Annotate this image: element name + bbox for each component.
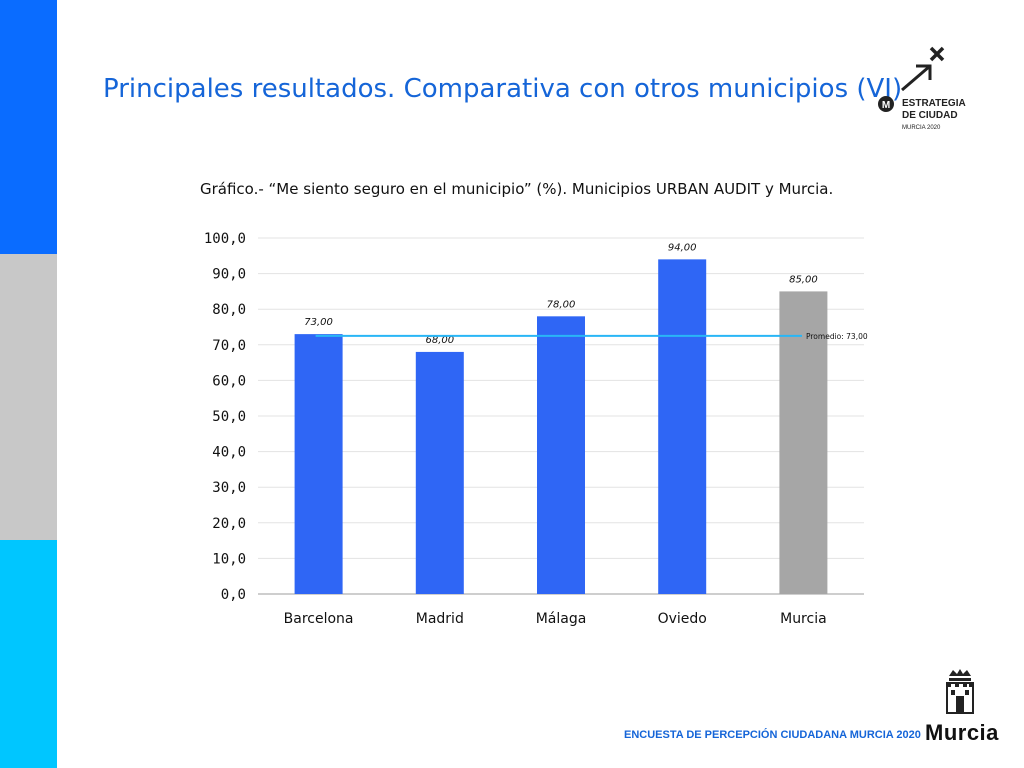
- arrow-logo-icon: M: [878, 46, 945, 112]
- x-tick-label: Oviedo: [658, 611, 707, 627]
- castle-crest-icon: [946, 669, 974, 714]
- logo-line-3: MURCIA 2020: [902, 125, 941, 131]
- value-labels: 73,00 68,00 78,00 94,00 85,00: [304, 242, 817, 346]
- x-axis-labels: Barcelona Madrid Málaga Oviedo Murcia: [284, 611, 827, 627]
- y-tick-label: 60,0: [212, 373, 246, 389]
- average-label: Promedio: 73,00: [806, 332, 868, 341]
- value-label: 78,00: [547, 299, 576, 310]
- estrategia-logo: M ESTRATEGIA DE CIUDAD MURCIA 2020: [872, 44, 1002, 136]
- logo-badge-letter: M: [882, 100, 890, 111]
- footer-survey-title: ENCUESTA DE PERCEPCIÓN CIUDADANA MURCIA …: [624, 729, 921, 741]
- value-label: 68,00: [425, 335, 454, 346]
- y-tick-label: 80,0: [212, 302, 246, 318]
- chart-bars: [294, 259, 828, 594]
- y-tick-label: 20,0: [212, 516, 246, 532]
- y-tick-label: 40,0: [212, 445, 246, 461]
- side-bar-cyan: [0, 540, 57, 768]
- side-bar-blue: [0, 0, 57, 254]
- logo-line-1: ESTRATEGIA: [902, 98, 966, 109]
- y-tick-label: 0,0: [221, 587, 246, 603]
- page-title: Principales resultados. Comparativa con …: [103, 74, 903, 104]
- bar-chart: 0,0 10,0 20,0 30,0 40,0 50,0 60,0 70,0 80,0 90,0 1…: [204, 231, 868, 627]
- murcia-crest: Murcia: [925, 668, 999, 748]
- chart-caption: Gráfico.- “Me siento seguro en el munici…: [200, 180, 834, 198]
- y-tick-label: 50,0: [212, 409, 246, 425]
- y-tick-label: 100,0: [204, 231, 246, 247]
- side-bar-grey: [0, 254, 57, 540]
- x-tick-label: Málaga: [536, 611, 587, 627]
- bar: [294, 334, 343, 594]
- crest-city-word: Murcia: [925, 720, 999, 745]
- logo-line-2: DE CIUDAD: [902, 110, 958, 121]
- value-label: 73,00: [304, 317, 333, 328]
- bar: [779, 291, 828, 594]
- x-tick-label: Barcelona: [284, 611, 354, 627]
- x-tick-label: Madrid: [416, 611, 464, 627]
- y-tick-label: 10,0: [212, 551, 246, 567]
- y-tick-label: 30,0: [212, 480, 246, 496]
- average-line-group: Promedio: 73,00: [315, 332, 868, 341]
- value-label: 85,00: [789, 274, 818, 285]
- y-tick-label: 70,0: [212, 338, 246, 354]
- x-tick-label: Murcia: [780, 611, 827, 627]
- y-tick-label: 90,0: [212, 267, 246, 283]
- value-label: 94,00: [668, 242, 697, 253]
- bar: [415, 351, 464, 594]
- bar: [658, 259, 707, 594]
- bar: [537, 316, 585, 594]
- y-axis-ticks: 0,0 10,0 20,0 30,0 40,0 50,0 60,0 70,0 80,0 90,0 1…: [204, 231, 246, 603]
